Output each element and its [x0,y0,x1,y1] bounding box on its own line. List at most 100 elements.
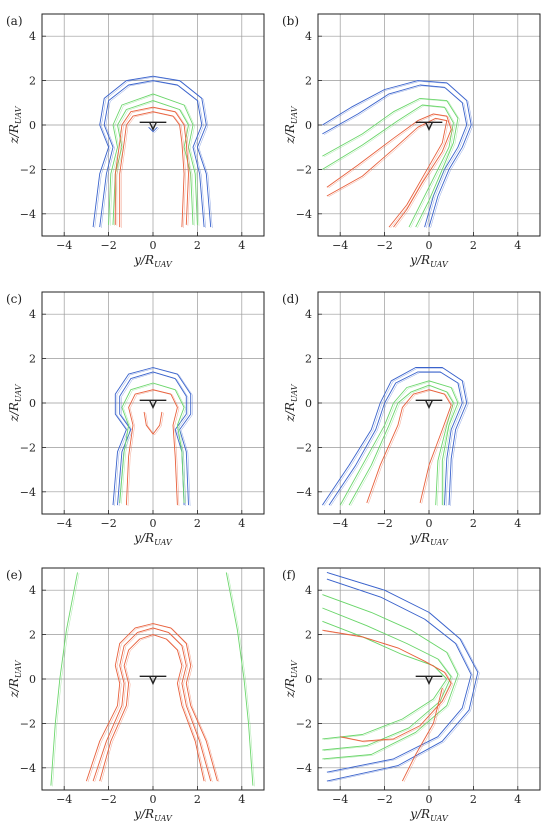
series-line-1-strand [94,76,213,228]
y-tick-label: −4 [20,208,36,221]
series-line-3 [148,126,158,133]
series-line-3 [339,380,459,506]
x-tick-label: −2 [100,793,116,806]
y-tick-label: −2 [20,441,36,454]
chart-panel-2: (b) −4 −2 0 2 4 −4 −2 0 2 4 y/RUAV z/RUAV [282,13,541,269]
y-tick-label: 4 [29,30,36,43]
x-tick-label: 4 [238,517,245,530]
series-line-2 [117,371,187,506]
y-tick-label: 0 [305,119,312,132]
chart-panel-3: (c) −4 −2 0 2 4 −4 −2 0 2 4 y/RUAV z/RUAV [6,291,265,547]
uav-silhouette [415,399,443,410]
y-axis-label: z/RUAV [283,383,299,422]
series-line-2-strand [101,81,206,228]
y-tick-label: −2 [296,163,312,176]
y-axis-label: z/RUAV [283,105,299,144]
series-line-2-strand [330,372,465,507]
series-line-1 [326,571,479,782]
series-line-1 [322,367,468,506]
x-tick-label: 4 [514,517,521,530]
x-tick-label: 0 [150,239,157,252]
y-tick-label: −2 [20,163,36,176]
series-line-4-strand [127,390,180,506]
x-tick-label: −2 [100,239,116,252]
series-line-5-strand [114,101,195,226]
series-line-2 [326,578,472,773]
x-tick-label: −4 [56,517,72,530]
y-tick-label: 4 [305,584,312,597]
y-tick-label: 0 [29,397,36,410]
series-line-4-strand [109,94,200,226]
uav-silhouette [415,121,443,132]
series-line-6 [322,629,452,742]
series-line-2-strand [227,573,255,787]
y-tick-label: 0 [29,673,36,686]
y-tick-label: 2 [29,75,36,88]
panel-label: (a) [6,14,23,28]
x-axis-label: y/RUAV [133,531,173,547]
series-line-4 [125,389,178,506]
x-tick-label: 2 [194,239,201,252]
series-line-5 [366,389,452,504]
chart-panel-1: (a) −4 −2 0 2 4 −4 −2 0 2 4 y/RUAV z/RUAV [6,13,265,269]
panel-label: (d) [282,292,299,306]
x-axis-label: y/RUAV [133,253,173,269]
x-tick-label: 2 [194,517,201,530]
x-tick-label: −4 [56,239,72,252]
series-line-3-strand [323,98,460,229]
x-tick-label: 4 [514,793,521,806]
y-tick-label: −2 [20,717,36,730]
series-line-2-strand [323,85,469,228]
panel-label: (e) [6,568,22,582]
x-axis-label: y/RUAV [133,807,173,823]
series-line-3 [119,382,185,503]
x-tick-label: 4 [238,793,245,806]
series-line-6 [326,117,448,228]
series-line-5-strand [328,114,454,229]
series-line-1 [50,572,78,786]
series-line-4 [92,627,212,782]
series-line-3 [85,623,218,782]
y-tick-label: −2 [296,717,312,730]
x-tick-label: −4 [56,793,72,806]
y-axis-label: z/RUAV [7,659,23,698]
x-tick-label: −4 [332,793,348,806]
series-line-4-strand [323,105,456,229]
x-tick-label: 0 [150,517,157,530]
y-tick-label: 2 [29,353,36,366]
chart-panel-4: (d) −4 −2 0 2 4 −4 −2 0 2 4 y/RUAV z/RUAV [282,291,541,547]
series-line-5-strand [145,412,164,436]
series-line-1 [322,80,472,228]
uav-silhouette [139,675,167,686]
x-tick-label: 2 [470,239,477,252]
x-tick-label: 2 [470,517,477,530]
y-tick-label: 2 [305,75,312,88]
series-line-6-strand [323,630,454,743]
series-line-3-strand [150,127,160,133]
y-tick-label: 2 [305,629,312,642]
series-line-4-strand [350,385,456,507]
y-tick-label: 0 [305,673,312,686]
series-line-5-strand [323,621,449,740]
series-line-7-strand [403,688,445,783]
series-line-3-strand [87,624,220,782]
x-tick-label: −2 [376,517,392,530]
series-line-1-strand [52,573,80,787]
series-line-5 [143,411,163,435]
y-tick-label: −4 [20,486,36,499]
y-tick-label: −4 [296,208,312,221]
series-line-6 [114,106,189,225]
series-line-2 [99,80,205,228]
y-tick-label: 2 [305,353,312,366]
series-line-4 [322,104,454,228]
series-line-3-strand [121,383,186,504]
panel-label: (f) [282,568,296,582]
uav-silhouette [139,399,167,410]
panel-label: (b) [282,14,299,28]
series-line-4-strand [323,608,454,752]
y-tick-label: 0 [29,119,36,132]
series-line-7 [119,111,185,228]
series-line-6-strand [328,118,449,229]
x-tick-label: 4 [238,239,245,252]
x-axis-label: y/RUAV [409,253,449,269]
